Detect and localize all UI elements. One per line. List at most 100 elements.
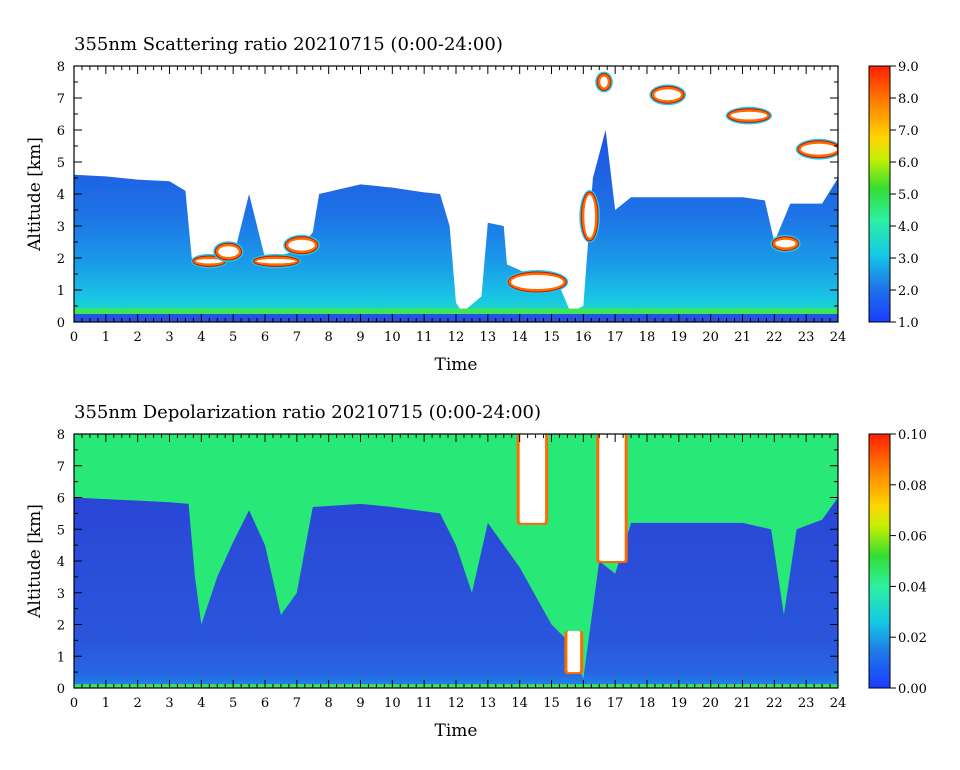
colorbar-tick-label: 1.0 — [898, 316, 919, 331]
x-tick-label: 0 — [70, 330, 78, 345]
colorbar-tick-label: 0.08 — [898, 479, 927, 494]
x-tick-label: 17 — [607, 696, 624, 711]
colorbar-tick-label: 0.04 — [898, 580, 927, 595]
x-tick-label: 12 — [448, 696, 465, 711]
x-tick-label: 19 — [671, 696, 688, 711]
x-tick-label: 8 — [325, 696, 333, 711]
x-tick-label: 11 — [416, 330, 433, 345]
cloud-core-7 — [654, 89, 682, 101]
y-tick-label: 5 — [57, 156, 65, 171]
y-tick-label: 3 — [57, 220, 65, 235]
y-tick-label: 3 — [57, 587, 65, 602]
x-tick-label: 16 — [575, 330, 592, 345]
colorbar-tick-label: 0.10 — [898, 428, 927, 443]
y-tick-label: 1 — [57, 650, 65, 665]
colorbar-tick-label: 7.0 — [898, 124, 919, 139]
y-tick-label: 6 — [57, 492, 65, 507]
cloud-core-5 — [584, 195, 596, 238]
x-tick-label: 14 — [511, 330, 528, 345]
x-tick-label: 18 — [639, 696, 656, 711]
x-tick-label: 24 — [830, 330, 847, 345]
cloud-core-6 — [600, 76, 608, 88]
cloud-core-9 — [775, 239, 796, 248]
x-tick-label: 21 — [734, 330, 751, 345]
y-tick-label: 0 — [57, 316, 65, 331]
surface-layer-band — [74, 308, 838, 314]
x-tick-label: 13 — [480, 330, 497, 345]
plot-area — [74, 66, 838, 322]
y-tick-label: 4 — [57, 188, 65, 203]
aerosol-layer-region — [74, 130, 838, 322]
colorbar-fill — [868, 433, 891, 689]
x-tick-label: 9 — [356, 696, 364, 711]
colorbar-tick-label: 5.0 — [898, 188, 919, 203]
y-tick-label: 6 — [57, 124, 65, 139]
x-tick-label: 23 — [798, 696, 815, 711]
x-tick-label: 24 — [830, 696, 847, 711]
y-tick-label: 4 — [57, 555, 65, 570]
x-tick-label: 19 — [671, 330, 688, 345]
x-tick-label: 0 — [70, 696, 78, 711]
high-depol-core-1 — [599, 434, 625, 561]
x-tick-label: 5 — [229, 330, 237, 345]
y-tick-label: 8 — [57, 428, 65, 443]
colorbar: 1.0 2.0 3.0 4.0 5.0 6.0 7.0 8.0 9.0 — [868, 60, 919, 331]
x-tick-label: 23 — [798, 330, 815, 345]
y-axis-label: Altitude [km] — [25, 504, 45, 619]
y-axis-label: Altitude [km] — [25, 137, 45, 252]
plot-area — [74, 434, 838, 688]
x-tick-label: 13 — [480, 696, 497, 711]
y-tick-label: 8 — [57, 60, 65, 75]
y-tick-label: 1 — [57, 284, 65, 299]
x-tick-label: 4 — [197, 330, 205, 345]
x-tick-label: 1 — [102, 330, 110, 345]
colorbar-tick-label: 4.0 — [898, 220, 919, 235]
colorbar-fill — [868, 65, 891, 323]
x-tick-label: 3 — [165, 696, 173, 711]
x-tick-label: 11 — [416, 696, 433, 711]
cloud-core-2 — [256, 259, 296, 264]
x-tick-label: 16 — [575, 696, 592, 711]
x-tick-label: 4 — [197, 696, 205, 711]
chart-panel-depolarization: 0 1 2 3 4 5 6 7 8 9 10 11 12 13 14 15 16 17 18 19 20 21 22 23 24… — [25, 402, 927, 741]
cloud-core-4 — [511, 275, 564, 289]
colorbar-tick-label: 0.00 — [898, 682, 927, 697]
x-tick-label: 5 — [229, 696, 237, 711]
y-tick-label: 2 — [57, 619, 65, 634]
y-tick-label: 5 — [57, 523, 65, 538]
x-tick-label: 7 — [293, 696, 301, 711]
chart-panel-scattering: 0 1 2 3 4 5 6 7 8 9 10 11 12 13 14 15 16 17 18 19 20 21 22 23 24… — [25, 34, 919, 375]
x-tick-label: 18 — [639, 330, 656, 345]
x-tick-label: 17 — [607, 330, 624, 345]
x-tick-label: 20 — [702, 330, 719, 345]
cloud-core-10 — [800, 143, 838, 155]
cloud-core-8 — [730, 111, 767, 120]
colorbar-tick-label: 6.0 — [898, 156, 919, 171]
colorbar-tick-label: 0.02 — [898, 631, 927, 646]
x-tick-label: 20 — [702, 696, 719, 711]
cloud-core-3 — [288, 239, 315, 251]
colorbar-tick-label: 0.06 — [898, 530, 927, 545]
high-depol-core-0 — [519, 434, 546, 523]
x-tick-label: 14 — [511, 696, 528, 711]
x-tick-label: 22 — [766, 330, 783, 345]
colorbar-tick-label: 9.0 — [898, 60, 919, 75]
y-tick-label: 2 — [57, 252, 65, 267]
x-axis-label: Time — [435, 355, 478, 375]
x-tick-label: 2 — [134, 330, 142, 345]
x-tick-label: 6 — [261, 696, 269, 711]
x-tick-label: 6 — [261, 330, 269, 345]
x-tick-label: 10 — [384, 696, 401, 711]
y-tick-label: 7 — [57, 460, 65, 475]
low-depolarization-region — [74, 497, 838, 688]
y-tick-label: 7 — [57, 92, 65, 107]
x-tick-label: 22 — [766, 696, 783, 711]
high-depol-core-2 — [567, 630, 581, 673]
x-tick-label: 8 — [325, 330, 333, 345]
x-tick-label: 15 — [543, 330, 560, 345]
x-tick-label: 7 — [293, 330, 301, 345]
y-tick-label: 0 — [57, 682, 65, 697]
x-tick-label: 10 — [384, 330, 401, 345]
x-tick-label: 9 — [356, 330, 364, 345]
